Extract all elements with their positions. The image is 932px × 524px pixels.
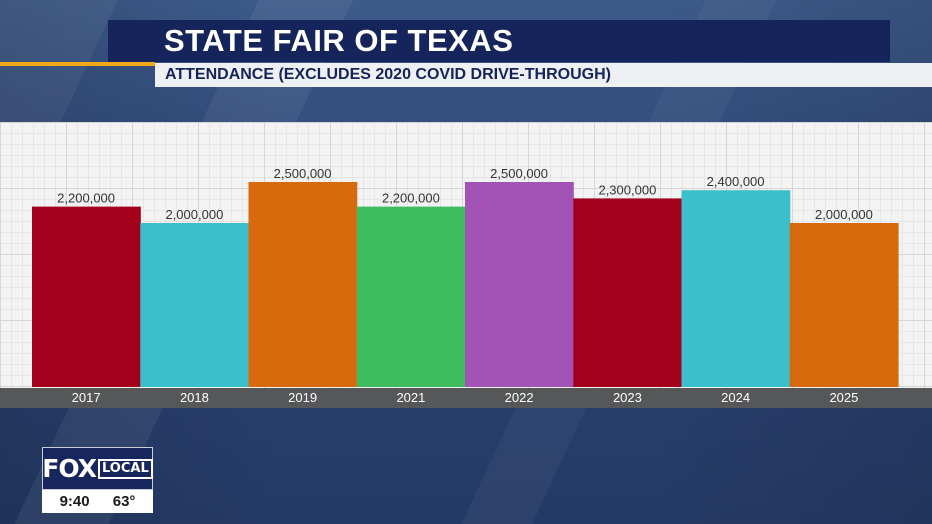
x-tick-2017: 2017 <box>72 390 101 405</box>
data-label-2022: 2,500,000 <box>490 166 548 181</box>
x-tick-2023: 2023 <box>613 390 642 405</box>
bar-chart: 2,200,000 2017 2,000,000 2018 2,500,000 2019 2… <box>32 166 899 405</box>
x-tick-2018: 2018 <box>180 390 209 405</box>
bar-2025 <box>789 223 899 387</box>
bar-2021 <box>356 206 466 387</box>
logo-sub: LOCAL <box>97 458 153 479</box>
fox-local-logo: FOX LOCAL <box>42 447 153 490</box>
data-label-2021: 2,200,000 <box>382 191 440 206</box>
chart-subtitle: ATTENDANCE (EXCLUDES 2020 COVID DRIVE-TH… <box>165 66 611 83</box>
bar-2019 <box>248 182 358 387</box>
bar-2024 <box>681 190 791 387</box>
data-label-2023: 2,300,000 <box>598 182 656 197</box>
x-tick-2021: 2021 <box>396 390 425 405</box>
time-temp-bar: 9:40 63° <box>42 490 153 513</box>
data-label-2017: 2,200,000 <box>57 191 115 206</box>
subtitle-bar: ATTENDANCE (EXCLUDES 2020 COVID DRIVE-TH… <box>155 63 932 87</box>
bar-2022 <box>465 182 574 387</box>
station-logo-box: FOX LOCAL 9:40 63° <box>42 447 153 513</box>
data-label-2018: 2,000,000 <box>165 207 223 222</box>
bar-2023 <box>573 198 683 387</box>
clock-time: 9:40 <box>59 493 90 510</box>
chart-title: STATE FAIR OF TEXAS <box>164 23 514 58</box>
temperature: 63° <box>112 493 136 510</box>
logo-brand: FOX <box>42 454 97 483</box>
data-label-2024: 2,400,000 <box>707 174 765 189</box>
data-label-2025: 2,000,000 <box>815 207 873 222</box>
title-bar: STATE FAIR OF TEXAS <box>108 20 890 62</box>
bar-2017 <box>32 206 141 387</box>
x-tick-2024: 2024 <box>721 390 750 405</box>
x-tick-2022: 2022 <box>505 390 534 405</box>
x-axis-band <box>0 388 932 408</box>
x-tick-2025: 2025 <box>829 390 858 405</box>
x-tick-2019: 2019 <box>288 390 317 405</box>
data-label-2019: 2,500,000 <box>274 166 332 181</box>
accent-line <box>0 62 155 66</box>
bar-2018 <box>140 223 250 387</box>
